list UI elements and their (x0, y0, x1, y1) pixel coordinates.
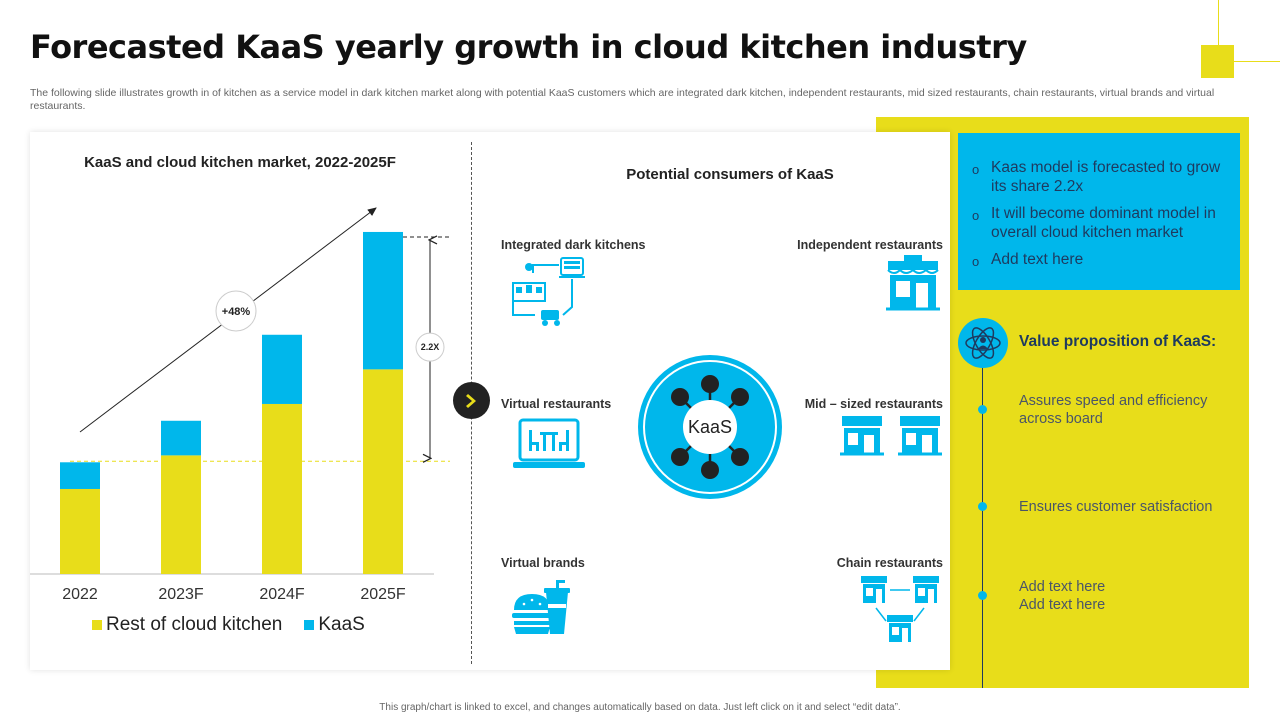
bullet-circle-icon: o (972, 208, 980, 223)
x-tick-label: 2024F (259, 586, 305, 603)
consumer-label-independent: Independent restaurants (797, 238, 943, 252)
bullet-circle-icon: o (972, 162, 980, 177)
bar-2025f-rest[interactable] (363, 369, 403, 574)
highlight-text: It will become dominant model in overall… (991, 205, 1216, 241)
x-tick-label: 2025F (360, 586, 406, 603)
consumer-label-virtual-restaurants: Virtual restaurants (501, 397, 612, 411)
storefront-icon (886, 255, 940, 311)
chart-legend: Rest of cloud kitchen KaaS (92, 614, 387, 636)
highlight-bullet: o It will become dominant model in overa… (972, 204, 1232, 242)
burger-drink-icon (512, 580, 570, 634)
highlight-bullet: o Kaas model is forecasted to grow its s… (972, 158, 1232, 196)
highlight-text: Add text here (991, 251, 1084, 268)
bar-2024f-rest[interactable] (262, 403, 302, 574)
value-prop-title: Value proposition of KaaS: (1019, 333, 1217, 350)
highlights-box (958, 133, 1240, 290)
bar-2022-kaas[interactable] (60, 462, 100, 489)
multiplier-label: 2.2X (421, 342, 440, 352)
legend-label-kaas: KaaS (318, 614, 365, 635)
chart-title: KaaS and cloud kitchen market, 2022-2025… (84, 154, 396, 171)
laptop-dining-icon (513, 418, 585, 468)
value-prop-item: Assures speed and efficiency across boar… (1019, 393, 1208, 427)
timeline-dot (978, 405, 987, 414)
store-network-icon (861, 576, 939, 642)
highlight-bullet: o Add text here (972, 250, 1232, 271)
bullet-circle-icon: o (972, 254, 980, 269)
content-card (30, 132, 950, 670)
x-tick-label: 2022 (62, 586, 98, 603)
growth-badge (215, 290, 257, 332)
page-title: Forecasted KaaS yearly growth in cloud k… (30, 28, 1027, 66)
consumer-label-virtual-brands: Virtual brands (501, 556, 585, 570)
consumer-label-mid-sized: Mid – sized restaurants (804, 397, 943, 411)
x-tick-label: 2023F (158, 586, 204, 603)
legend-item-rest[interactable]: Rest of cloud kitchen (92, 614, 282, 636)
footer-note: This graph/chart is linked to excel, and… (379, 702, 901, 713)
bar-2023f-kaas[interactable] (161, 420, 201, 456)
consumer-label-integrated: Integrated dark kitchens (501, 238, 646, 252)
decor-square (1201, 45, 1234, 78)
value-prop-item: Ensures customer satisfaction (1019, 499, 1213, 515)
value-prop-item: Add text here Add text here (1019, 579, 1106, 613)
chevron-right-icon[interactable] (453, 382, 490, 419)
consumers-title: Potential consumers of KaaS (626, 166, 834, 183)
kaas-hub-label: KaaS (688, 417, 732, 437)
stacked-bar-chart[interactable]: 2022 2023F 2024F 2025F +48% 2.2X (30, 180, 450, 610)
legend-label-rest: Rest of cloud kitchen (106, 614, 283, 635)
growth-label: +48% (222, 306, 251, 318)
highlight-text: Kaas model is forecasted to grow its sha… (991, 159, 1221, 195)
page-subtitle: The following slide illustrates growth i… (30, 87, 1215, 112)
timeline-dot (978, 591, 987, 600)
dark-kitchen-icon (512, 257, 585, 326)
bar-2024f-kaas[interactable] (262, 334, 302, 404)
multiplier-badge (415, 332, 445, 362)
atom-person-icon (958, 318, 1008, 368)
bar-2023f-rest[interactable] (161, 455, 201, 574)
twin-storefront-icon (840, 416, 942, 456)
timeline-line (982, 366, 983, 688)
bar-2022-rest[interactable] (60, 488, 100, 574)
timeline-dot (978, 502, 987, 511)
decor-line-horizontal (1234, 61, 1280, 62)
decor-line-vertical (1218, 0, 1219, 45)
legend-swatch-yellow (92, 620, 102, 630)
bar-2025f-kaas[interactable] (363, 231, 403, 370)
legend-swatch-blue (304, 620, 315, 630)
legend-item-kaas[interactable]: KaaS (304, 614, 365, 636)
consumer-label-chain: Chain restaurants (836, 556, 943, 570)
kaas-hub-graphic: KaaS (638, 355, 782, 499)
